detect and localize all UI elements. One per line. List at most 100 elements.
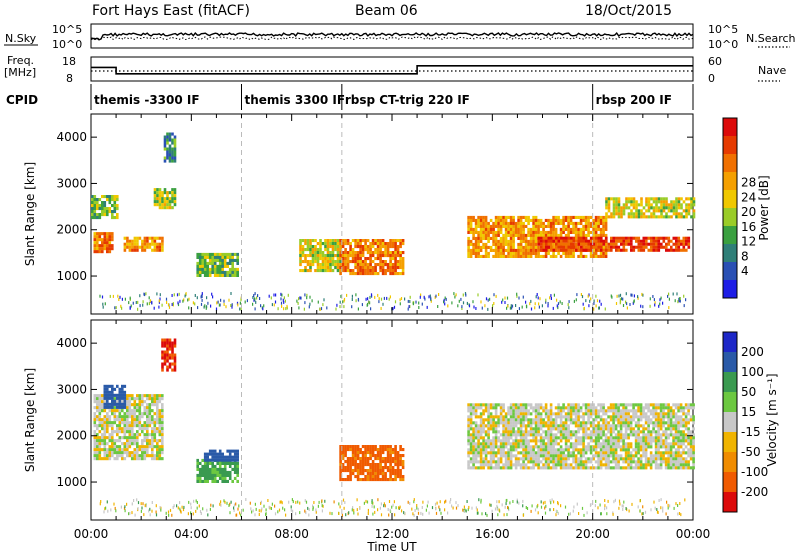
- data-cell: [663, 197, 666, 200]
- data-cell: [487, 427, 490, 430]
- data-cell: [121, 400, 124, 403]
- data-cell: [575, 433, 578, 436]
- data-cell: [106, 385, 109, 388]
- data-cell: [299, 263, 302, 266]
- data-cell: [129, 454, 132, 457]
- station-title: Fort Hays East (fitACF): [92, 3, 250, 19]
- data-cell: [470, 442, 473, 445]
- data-cell: [377, 239, 380, 242]
- data-cell: [204, 274, 207, 277]
- data-cell: [600, 460, 603, 463]
- data-cell: [216, 471, 219, 474]
- scatter-cell: [435, 295, 436, 298]
- data-cell: [495, 234, 498, 237]
- data-cell: [610, 243, 613, 246]
- data-cell: [236, 253, 239, 256]
- data-cell: [597, 216, 600, 219]
- scatter-cell: [460, 298, 461, 301]
- data-cell: [535, 231, 538, 234]
- data-cell: [144, 454, 147, 457]
- data-cell: [149, 394, 152, 397]
- scatter-cell: [659, 298, 660, 301]
- data-cell: [156, 412, 159, 415]
- scatter-cell: [335, 308, 336, 311]
- data-cell: [96, 213, 99, 216]
- data-cell: [492, 231, 495, 234]
- data-cell: [595, 433, 598, 436]
- scatter-cell: [598, 307, 599, 310]
- noise-right-tick-bottom: 10^0: [708, 38, 738, 51]
- data-cell: [635, 237, 638, 240]
- data-cell: [542, 430, 545, 433]
- data-cell: [369, 463, 372, 466]
- data-cell: [492, 451, 495, 454]
- data-cell: [517, 403, 520, 406]
- data-cell: [560, 406, 563, 409]
- data-cell: [507, 216, 510, 219]
- data-cell: [470, 460, 473, 463]
- data-cell: [667, 460, 670, 463]
- data-cell: [116, 204, 119, 207]
- data-cell: [647, 406, 650, 409]
- data-cell: [570, 246, 573, 249]
- data-cell: [605, 460, 608, 463]
- data-cell: [622, 460, 625, 463]
- data-cell: [337, 257, 340, 260]
- data-cell: [642, 466, 645, 469]
- data-cell: [131, 430, 134, 433]
- data-cell: [610, 439, 613, 442]
- data-cell: [151, 397, 154, 400]
- data-cell: [522, 237, 525, 240]
- data-cell: [562, 222, 565, 225]
- power-region: [299, 239, 342, 272]
- data-cell: [364, 469, 367, 472]
- data-cell: [565, 216, 568, 219]
- data-cell: [369, 451, 372, 454]
- data-cell: [693, 200, 696, 203]
- data-cell: [109, 207, 112, 210]
- data-cell: [219, 462, 222, 465]
- data-cell: [349, 245, 352, 248]
- data-cell: [575, 246, 578, 249]
- data-cell: [547, 466, 550, 469]
- scatter-cell: [342, 300, 343, 303]
- data-cell: [612, 415, 615, 418]
- data-cell: [477, 442, 480, 445]
- data-cell: [485, 448, 488, 451]
- data-cell: [613, 206, 616, 209]
- cpid-mode-label: themis 3300 IF: [245, 93, 346, 107]
- data-cell: [94, 421, 97, 424]
- data-cell: [502, 466, 505, 469]
- data-cell: [502, 454, 505, 457]
- data-cell: [106, 241, 109, 244]
- data-cell: [638, 246, 641, 249]
- data-cell: [522, 228, 525, 231]
- data-cell: [505, 430, 508, 433]
- data-cell: [234, 459, 237, 462]
- data-cell: [635, 200, 638, 203]
- data-cell: [537, 234, 540, 237]
- data-cell: [166, 154, 169, 157]
- data-cell: [392, 245, 395, 248]
- data-cell: [389, 472, 392, 475]
- data-cell: [101, 418, 104, 421]
- data-cell: [672, 442, 675, 445]
- data-cell: [485, 445, 488, 448]
- data-cell: [169, 145, 172, 148]
- data-cell: [560, 243, 563, 246]
- data-cell: [510, 406, 513, 409]
- data-cell: [642, 433, 645, 436]
- data-cell: [505, 418, 508, 421]
- data-cell: [517, 415, 520, 418]
- data-cell: [169, 357, 172, 360]
- data-cell: [567, 445, 570, 448]
- data-cell: [525, 415, 528, 418]
- data-cell: [622, 403, 625, 406]
- scatter-cell: [298, 302, 299, 305]
- data-cell: [552, 243, 555, 246]
- scatter-cell: [539, 297, 540, 300]
- data-cell: [640, 249, 643, 252]
- data-cell: [136, 237, 139, 240]
- data-cell: [615, 212, 618, 215]
- data-cell: [104, 232, 107, 235]
